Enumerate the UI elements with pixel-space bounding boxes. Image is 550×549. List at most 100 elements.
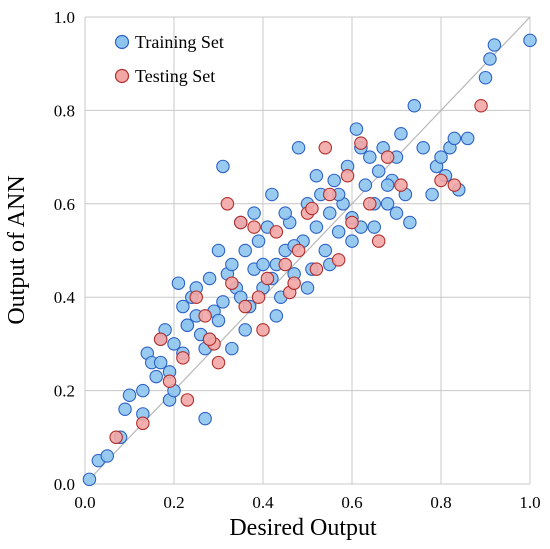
training-point [407, 98, 422, 113]
training-point [460, 131, 475, 146]
testing-point [247, 220, 261, 234]
testing-point [394, 178, 408, 192]
testing-point [287, 276, 301, 290]
legend-marker-testing [114, 68, 130, 84]
training-point [434, 150, 448, 164]
training-point [118, 402, 132, 417]
x-tick-label: 1.0 [519, 493, 540, 512]
x-tick-label: 0.8 [430, 493, 451, 512]
legend-label-training: Training Set [135, 32, 224, 52]
y-tick-label: 1.0 [54, 8, 75, 27]
identity-reference-line [84, 16, 531, 485]
training-point [176, 299, 190, 314]
training-point [211, 313, 226, 328]
testing-point [153, 332, 168, 346]
testing-point [345, 215, 359, 230]
training-point [358, 178, 373, 192]
testing-point [363, 197, 377, 211]
testing-point [225, 276, 239, 290]
training-point [122, 388, 137, 403]
testing-set-points [109, 98, 488, 445]
testing-point [211, 355, 226, 370]
training-point [478, 70, 493, 85]
y-tick-label: 0.6 [54, 195, 75, 214]
training-point [153, 355, 168, 370]
training-point [225, 341, 239, 356]
testing-point [318, 141, 333, 155]
testing-point [474, 98, 488, 113]
training-point [487, 38, 502, 52]
testing-point [220, 197, 235, 211]
training-point [318, 243, 333, 258]
testing-point [340, 169, 355, 183]
training-point [180, 318, 195, 332]
training-point [211, 243, 226, 258]
training-point [327, 173, 341, 188]
x-tick-label: 0.4 [252, 493, 274, 512]
training-point [256, 257, 270, 272]
legend-label-testing: Testing Set [135, 66, 215, 86]
y-axis-title: Output of ANN [4, 175, 30, 324]
training-point [238, 323, 252, 337]
testing-point [269, 225, 284, 239]
training-point [403, 215, 417, 230]
legend-marker-training [114, 34, 130, 50]
training-point [416, 141, 430, 155]
training-point [238, 243, 252, 258]
training-point [278, 206, 292, 220]
training-point [291, 141, 306, 155]
legend: Training Set Testing Set [114, 32, 224, 86]
testing-point [256, 323, 270, 337]
training-point [149, 369, 163, 384]
training-point [100, 449, 115, 463]
x-axis-tick-labels: 0.0 0.2 0.4 0.6 0.8 1.0 [74, 493, 540, 512]
testing-point [162, 374, 177, 389]
y-tick-label: 0.2 [54, 382, 75, 401]
training-point [394, 127, 408, 141]
training-point [171, 276, 186, 290]
y-axis-tick-labels: 0.0 0.2 0.4 0.6 0.8 1.0 [54, 8, 76, 494]
training-point [483, 52, 497, 66]
training-point [202, 271, 217, 286]
testing-point [180, 393, 195, 407]
training-point [380, 178, 395, 192]
training-point [265, 187, 279, 202]
testing-point [331, 253, 346, 267]
training-point [136, 383, 150, 398]
training-point [367, 220, 381, 234]
training-point [371, 164, 386, 178]
training-point [363, 150, 377, 164]
testing-point [305, 201, 319, 216]
training-point [216, 295, 230, 309]
training-point [345, 234, 359, 248]
testing-point [447, 178, 462, 192]
testing-point [176, 351, 190, 365]
training-point [269, 309, 284, 323]
testing-point [234, 215, 248, 230]
testing-point [238, 299, 252, 314]
x-axis-title: Desired Output [229, 515, 377, 541]
y-tick-label: 0.4 [54, 288, 76, 307]
testing-point [309, 262, 324, 276]
training-point [309, 169, 324, 183]
training-point [447, 131, 462, 146]
x-tick-label: 0.0 [74, 493, 95, 512]
training-point [309, 220, 324, 234]
testing-point [380, 150, 395, 164]
training-point [247, 206, 261, 220]
training-point [322, 206, 337, 220]
testing-point [109, 430, 123, 445]
y-tick-label: 0.0 [54, 475, 75, 494]
training-point [523, 33, 537, 48]
training-point [216, 159, 230, 174]
testing-point [291, 243, 306, 258]
testing-point [198, 309, 212, 323]
y-equals-x-line [84, 16, 531, 485]
training-point [251, 234, 266, 248]
testing-point [251, 290, 266, 304]
training-point [380, 197, 395, 211]
testing-point [434, 173, 448, 188]
grid-lines [84, 16, 531, 485]
testing-point [202, 332, 217, 346]
testing-point [322, 187, 337, 202]
